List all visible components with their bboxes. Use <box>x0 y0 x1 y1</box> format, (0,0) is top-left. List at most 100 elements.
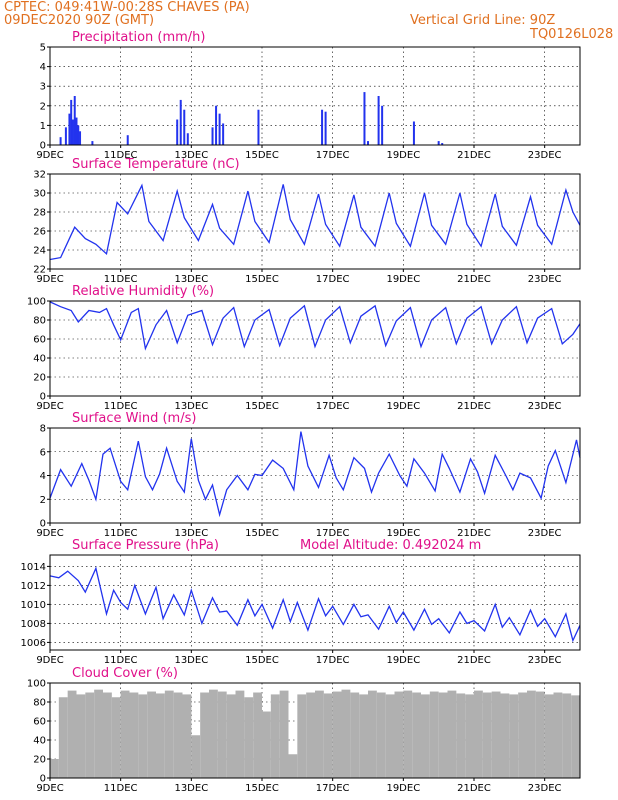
run-date-header: 09DEC2020 90Z (GMT) <box>4 13 155 28</box>
precip-bar <box>412 121 415 145</box>
cloud-xtick-label: 23DEC <box>528 783 562 794</box>
cloud-bar <box>270 694 280 778</box>
cloud-bar <box>341 689 351 778</box>
model-code: TQ0126L028 <box>530 27 614 42</box>
cloud-bar <box>527 690 536 778</box>
pressure-ytick-label: 1008 <box>21 619 46 630</box>
precip-bar <box>367 141 369 145</box>
precip-xtick-label: 17DEC <box>316 150 350 161</box>
cloud-xtick-label: 19DEC <box>386 783 420 794</box>
cloud-bar <box>553 692 563 778</box>
pressure-xtick-label: 21DEC <box>457 655 491 666</box>
precip-panel: Precipitation (mm/h) 9DEC 11DEC 13DEC 15DEC 1… <box>36 30 581 161</box>
rh-xtick-label: 13DEC <box>174 401 208 412</box>
cloud-xtick-label: 21DEC <box>457 783 491 794</box>
rh-ytick-label: 100 <box>27 297 46 308</box>
pressure-annotation: Model Altitude: 0.492024 m <box>300 538 481 553</box>
cloud-bar <box>111 697 121 778</box>
temp-xtick-label: 21DEC <box>457 274 491 285</box>
temp-xtick-label: 23DEC <box>528 274 562 285</box>
precip-xtick-label: 15DEC <box>245 150 279 161</box>
precip-bar <box>321 109 324 145</box>
temp-ytick-label: 22 <box>33 265 46 276</box>
cloud-bar <box>76 694 86 778</box>
cloud-bar <box>50 759 59 778</box>
precip-xtick-label: 23DEC <box>528 150 562 161</box>
cloud-title: Cloud Cover (%) <box>72 666 178 681</box>
pressure-xtick-label: 11DEC <box>104 655 138 666</box>
cloud-ytick-label: 60 <box>33 717 46 728</box>
wind-xtick-label: 9DEC <box>36 528 63 539</box>
rh-xtick-label: 9DEC <box>36 401 63 412</box>
precip-bar <box>222 123 225 145</box>
precip-ytick-label: 1 <box>40 121 46 132</box>
grid-note: Vertical Grid Line: 90Z <box>410 13 556 28</box>
cloud-bar <box>262 711 271 778</box>
precip-ytick-label: 5 <box>40 43 46 54</box>
rh-series-line <box>49 301 581 351</box>
precip-xtick-label: 11DEC <box>104 150 138 161</box>
cloud-ytick-label: 100 <box>27 679 46 690</box>
precip-bar <box>377 96 380 145</box>
cloud-bar <box>385 694 395 778</box>
pressure-panel: Surface Pressure (hPa) Model Altitude: 0.… <box>21 538 581 666</box>
precip-xtick-label: 21DEC <box>457 150 491 161</box>
cloud-bar <box>482 692 492 778</box>
rh-xtick-label: 11DEC <box>104 401 138 412</box>
pressure-ytick-label: 1010 <box>21 600 46 611</box>
precip-title: Precipitation (mm/h) <box>72 30 205 45</box>
cloud-bar <box>323 693 333 778</box>
wind-xtick-label: 17DEC <box>316 528 350 539</box>
precip-bar <box>91 141 94 145</box>
cloud-bar <box>421 694 430 778</box>
rh-xtick-label: 19DEC <box>386 401 420 412</box>
cloud-xtick-label: 9DEC <box>36 783 63 794</box>
cloud-bar <box>200 692 209 778</box>
temp-panel: Surface Temperature (nC) 9DEC 11DEC 13DEC 15… <box>33 157 581 285</box>
cloud-bar <box>535 691 545 778</box>
temp-xtick-label: 13DEC <box>174 274 208 285</box>
precip-bar <box>215 105 218 145</box>
wind-panel: Surface Wind (m/s) 9DEC 11DEC 13DEC 15DEC 17D… <box>36 411 581 539</box>
cloud-bar <box>474 690 483 778</box>
cloud-bar <box>518 692 527 778</box>
cloud-bar <box>138 694 148 778</box>
cloud-panel: Cloud Cover (%) 9DEC 11DEC 13DEC 15DEC 17DEC 1… <box>27 666 581 794</box>
pressure-series-line <box>49 566 581 643</box>
precip-ytick-label: 3 <box>40 82 46 93</box>
precip-bar <box>73 96 76 145</box>
pressure-frame <box>49 554 581 651</box>
temp-xtick-label: 17DEC <box>316 274 350 285</box>
pressure-ytick-label: 1006 <box>21 638 46 649</box>
precip-bar <box>381 105 384 145</box>
temp-ytick-label: 30 <box>33 189 46 200</box>
cloud-bar <box>235 690 245 778</box>
precip-frame <box>49 46 581 146</box>
pressure-xtick-label: 9DEC <box>36 655 63 666</box>
precip-bar <box>218 113 221 145</box>
pressure-ytick-label: 1012 <box>21 581 46 592</box>
precip-bar <box>441 143 444 145</box>
cloud-bar <box>279 690 289 778</box>
wind-xtick-label: 11DEC <box>104 528 138 539</box>
pressure-ytick-label: 1014 <box>21 562 46 573</box>
cloud-ytick-label: 40 <box>33 736 46 747</box>
rh-xtick-label: 17DEC <box>316 401 350 412</box>
pressure-xtick-label: 17DEC <box>316 655 350 666</box>
cloud-bar <box>217 691 227 778</box>
precip-bar <box>363 92 366 145</box>
cloud-bar <box>297 694 307 778</box>
cloud-ytick-label: 80 <box>33 698 46 709</box>
cloud-bar <box>288 754 298 778</box>
rh-ytick-label: 40 <box>33 354 46 365</box>
cloud-bar <box>571 695 580 778</box>
precip-bar <box>126 135 129 145</box>
cloud-bar <box>209 689 218 778</box>
cloud-xtick-label: 17DEC <box>316 783 350 794</box>
cloud-bar <box>147 691 156 778</box>
cloud-bar <box>350 692 360 778</box>
cloud-bar <box>156 693 165 778</box>
cloud-bar <box>438 692 448 778</box>
precip-bar <box>257 109 260 145</box>
wind-series-line <box>49 431 581 518</box>
